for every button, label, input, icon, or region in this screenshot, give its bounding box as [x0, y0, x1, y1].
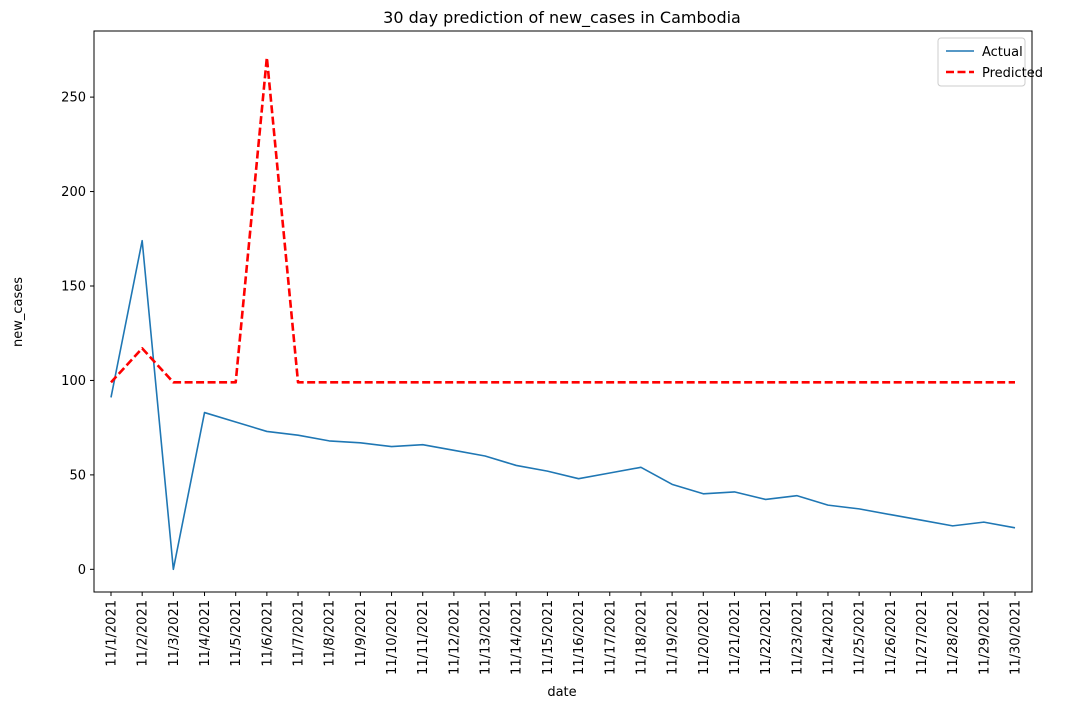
x-tick-label: 11/1/2021: [105, 600, 120, 667]
x-tick-label: 11/7/2021: [292, 600, 307, 667]
x-tick-label: 11/17/2021: [603, 600, 618, 675]
x-tick-label: 11/9/2021: [354, 600, 369, 667]
x-tick-label: 11/16/2021: [572, 600, 587, 675]
y-tick-label: 250: [61, 91, 86, 106]
x-tick-label: 11/23/2021: [790, 600, 805, 675]
legend-box: [937, 37, 1026, 87]
x-tick-label: 11/8/2021: [323, 600, 338, 667]
x-tick-label: 11/15/2021: [541, 600, 556, 675]
legend-actual-label: Actual: [982, 45, 1023, 60]
y-axis: 0 50 100 150 200 250: [61, 91, 94, 578]
y-tick-label: 200: [61, 185, 86, 200]
x-tick-label: 11/24/2021: [821, 600, 836, 675]
x-tick-label: 11/26/2021: [884, 600, 899, 675]
x-tick-label: 11/4/2021: [198, 600, 213, 667]
x-tick-label: 11/28/2021: [946, 600, 961, 675]
x-tick-label: 11/14/2021: [510, 600, 525, 675]
x-tick-label: 11/27/2021: [915, 600, 930, 675]
x-axis-label: date: [547, 685, 576, 700]
series-line-predicted: [110, 56, 1015, 384]
x-tick-label: 11/2/2021: [136, 600, 151, 667]
x-tick-label: 11/6/2021: [260, 600, 275, 667]
x-tick-label: 11/25/2021: [853, 600, 868, 675]
x-tick-label: 11/3/2021: [167, 600, 182, 667]
y-axis-label: new_cases: [11, 277, 26, 347]
x-tick-label: 11/29/2021: [977, 600, 992, 675]
x-tick-label: 11/30/2021: [1009, 600, 1024, 675]
x-tick-label: 11/21/2021: [728, 600, 743, 675]
x-tick-label: 11/20/2021: [697, 600, 712, 675]
plot-frame: [93, 30, 1033, 593]
series-line-actual: [110, 239, 1016, 571]
chart-title: 30 day prediction of new_cases in Cambod…: [383, 8, 741, 28]
y-tick-label: 0: [78, 563, 86, 578]
x-tick-label: 11/22/2021: [759, 600, 774, 675]
x-tick-label: 11/11/2021: [416, 600, 431, 675]
x-tick-label: 11/12/2021: [447, 600, 462, 675]
y-tick-label: 100: [61, 374, 86, 389]
x-tick-label: 11/19/2021: [666, 600, 681, 675]
y-tick-label: 50: [69, 468, 86, 483]
x-tick-label: 11/13/2021: [479, 600, 494, 675]
legend: Actual Predicted: [937, 37, 1043, 87]
x-axis: 11/1/2021 11/2/2021 11/3/2021 11/4/2021 11/5…: [105, 592, 1024, 675]
plot-area: [110, 56, 1016, 571]
legend-predicted-label: Predicted: [982, 66, 1043, 81]
y-tick-label: 150: [61, 280, 86, 295]
x-tick-label: 11/18/2021: [634, 600, 649, 675]
x-tick-label: 11/10/2021: [385, 600, 400, 675]
x-tick-label: 11/5/2021: [229, 600, 244, 667]
